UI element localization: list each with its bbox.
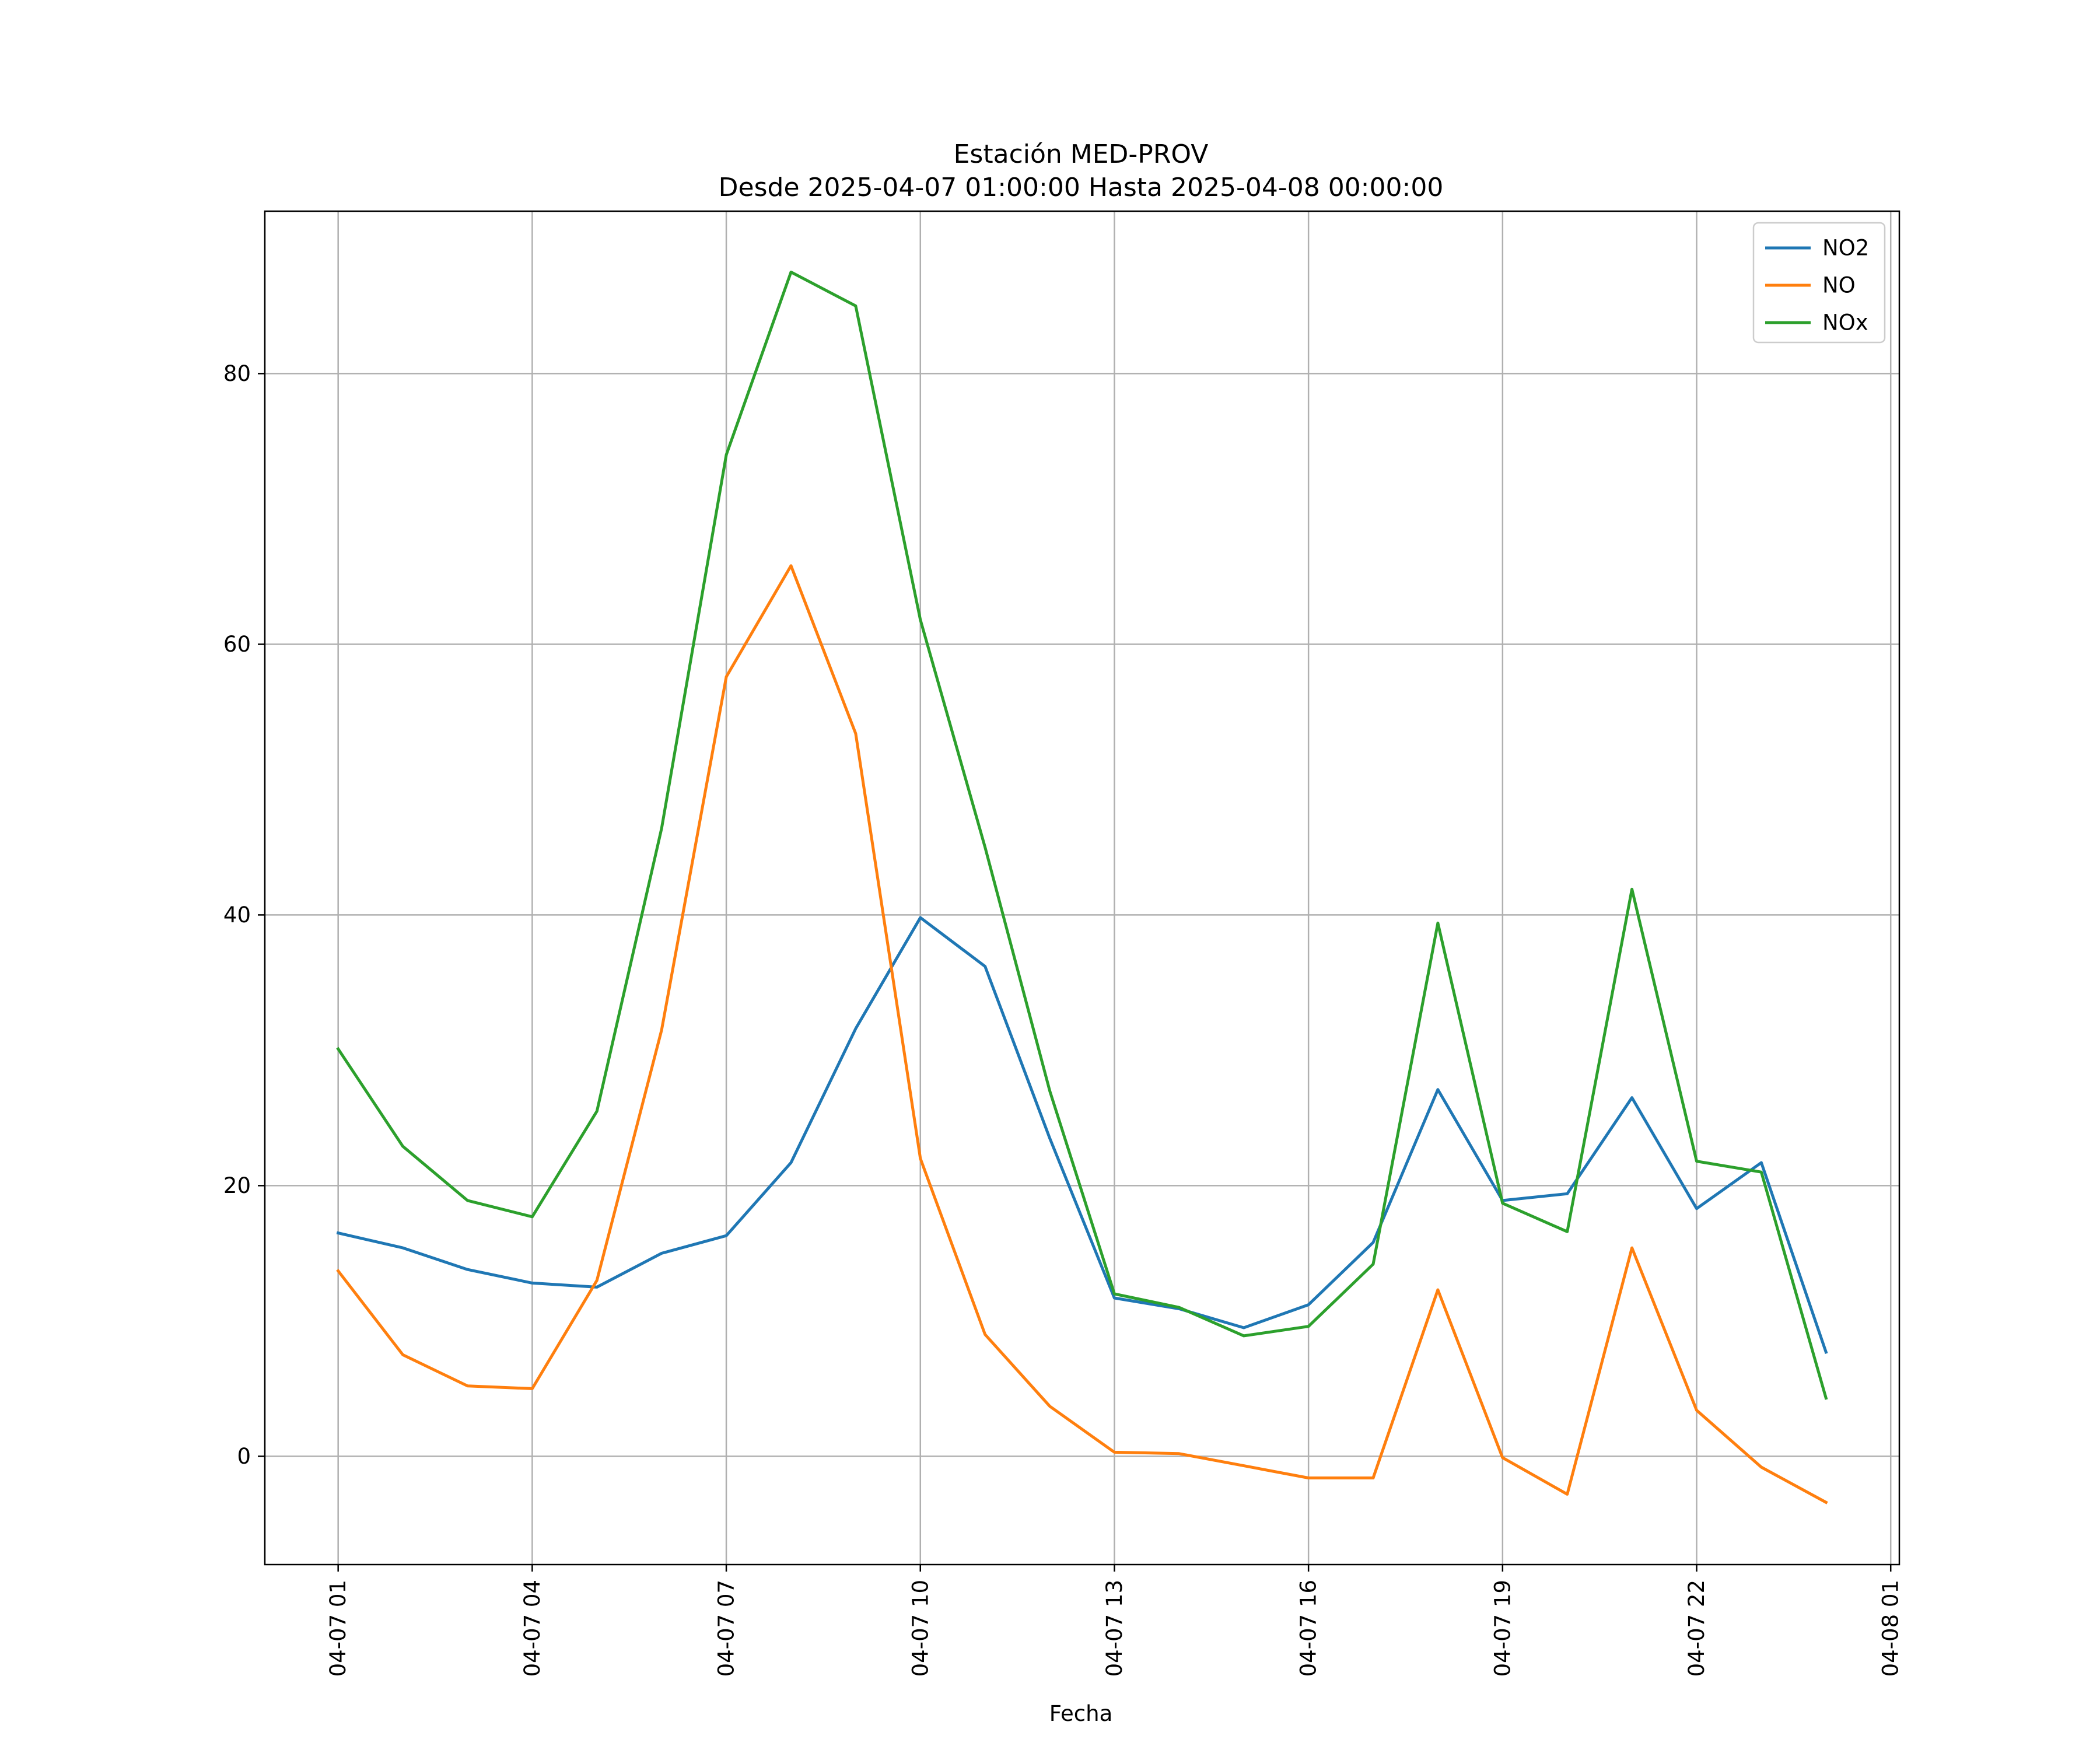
- x-tick-label: 04-07 07: [714, 1580, 739, 1677]
- series-line-no: [336, 564, 1828, 1504]
- legend-box: [1752, 222, 1886, 344]
- axis-ticks: 04-07 01 04-07 04 04-07 07 04-07 10 04-07 13…: [223, 361, 1903, 1677]
- x-tick-label: 04-07 19: [1490, 1580, 1515, 1677]
- y-tick-label: 40: [223, 902, 251, 928]
- x-tick-label: 04-07 13: [1102, 1580, 1127, 1677]
- plot-lines: [336, 270, 1828, 1504]
- chart-subtitle: Desde 2025-04-07 01:00:00 Hasta 2025-04-…: [719, 173, 1444, 202]
- x-tick-label: 04-08 01: [1878, 1580, 1903, 1677]
- series-line-nox: [336, 270, 1828, 1400]
- legend-label: NO: [1822, 273, 1856, 298]
- plot-frame: [264, 210, 1901, 1566]
- y-tick-label: 60: [223, 632, 251, 657]
- y-tick-label: 80: [223, 361, 251, 386]
- chart-title: Estación MED-PROV: [954, 139, 1209, 169]
- x-tick-label: 04-07 16: [1296, 1580, 1321, 1677]
- legend-label: NOx: [1822, 310, 1868, 335]
- grid-lines: [265, 211, 1899, 1565]
- x-tick-label: 04-07 10: [908, 1580, 933, 1677]
- x-axis-label: Fecha: [1049, 1701, 1113, 1726]
- series-line-no2: [336, 916, 1828, 1354]
- x-tick-label: 04-07 01: [326, 1580, 351, 1677]
- y-tick-label: 0: [237, 1444, 251, 1469]
- legend-label: NO2: [1822, 236, 1869, 261]
- x-tick-label: 04-07 22: [1684, 1580, 1709, 1677]
- legend: NO2 NO NOx: [1752, 222, 1886, 344]
- y-tick-label: 20: [223, 1173, 251, 1198]
- x-tick-label: 04-07 04: [520, 1580, 545, 1677]
